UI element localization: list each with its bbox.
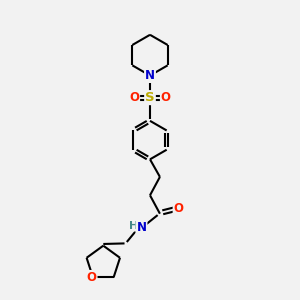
Text: H: H: [129, 220, 139, 231]
Text: N: N: [145, 69, 155, 82]
Text: O: O: [161, 91, 171, 104]
Text: S: S: [145, 91, 155, 104]
Text: O: O: [87, 271, 97, 284]
Text: O: O: [174, 202, 184, 215]
Text: O: O: [129, 91, 139, 104]
Text: N: N: [136, 221, 146, 234]
